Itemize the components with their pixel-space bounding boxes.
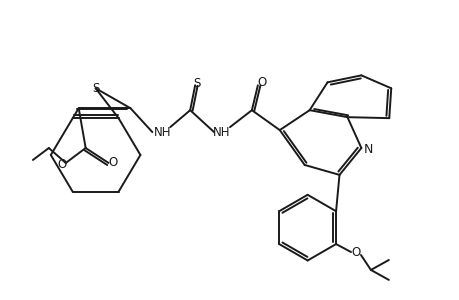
- Text: O: O: [351, 245, 360, 259]
- Text: NH: NH: [213, 126, 230, 139]
- Text: N: N: [363, 142, 372, 155]
- Text: S: S: [193, 77, 201, 90]
- Text: S: S: [92, 82, 99, 95]
- Text: O: O: [108, 156, 117, 170]
- Text: O: O: [257, 76, 266, 89]
- Text: O: O: [57, 158, 66, 171]
- Text: NH: NH: [153, 126, 171, 139]
